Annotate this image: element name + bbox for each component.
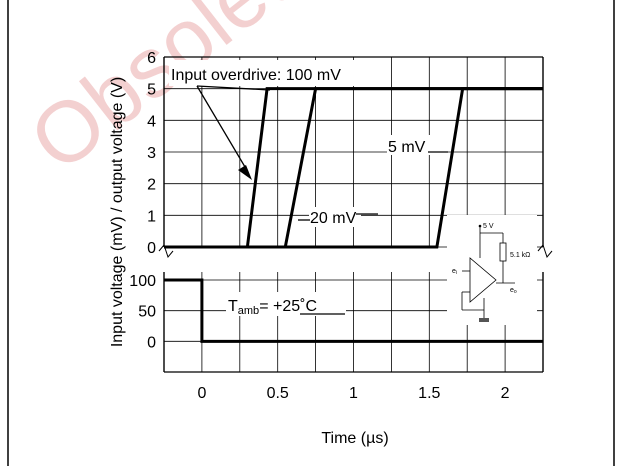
inset-bg [447,215,537,325]
x-axis-label: Time (µs) [321,430,388,447]
x-tick-label: 0 [197,385,206,402]
y-axis-label: Input voltage (mV) / output voltage (V) [109,77,126,347]
inset-opamp [469,257,497,303]
y-tick-output: 6 [147,50,156,67]
overdrive-label: Input overdrive: 100 mV [171,67,341,84]
y-tick-input: 100 [129,273,156,290]
inset-circuit: 5 V 5.1 kΩ eo ei [447,215,537,325]
plot-area: 0 1 2 3 4 5 6 0 50 100 0 0.5 1 1.5 2 [129,50,553,402]
y-tick-output: 1 [147,208,156,225]
inset-output-e: e [510,287,514,294]
axis-break-right [537,243,553,259]
label-20mv: 20 mV [310,210,357,227]
inset-output-sub: o [514,289,517,295]
inset-resistor-label: 5.1 kΩ [510,252,530,259]
y-tick-output: 5 [147,82,156,99]
inset-resistor [499,242,507,262]
overdrive-arrow-head [238,165,252,180]
x-tick-label: 2 [501,385,510,402]
overdrive-arrow-20 [196,85,271,91]
series-line-input [164,278,543,343]
y-tick-output: 2 [147,177,156,194]
tamb-sub: amb [238,305,259,317]
y-tick-output: 0 [147,240,156,257]
overdrive-label-bg [169,60,359,86]
watermark-text: Obsolete [13,0,343,190]
inset-input-sub: i [456,270,457,276]
inset-input-e: e [452,268,456,275]
tamb-main: T [228,298,238,315]
inset-ground [479,318,489,322]
label-5mv: 5 mV [388,139,426,156]
inset-output-label: eo [510,287,517,295]
y-tick-input: 0 [147,334,156,351]
x-tick-label: 1.5 [418,385,440,402]
x-tick-label: 0.5 [267,385,289,402]
overdrive-arrow-100 [196,85,249,173]
x-tick-label: 1 [349,385,358,402]
y-tick-input: 50 [138,304,156,321]
tamb-value: = +25˚C [259,298,317,315]
y-tick-output: 3 [147,145,156,162]
label-5mv-bg [387,135,431,155]
tamb-label: Tamb= +25˚C [228,298,317,317]
y-tick-output: 4 [147,113,156,130]
inset-input-label: ei [452,268,457,276]
axis-break-left [158,243,174,259]
tamb-label-bg [226,292,346,316]
inset-supply-label: 5 V [483,223,494,230]
label-20mv-bg [309,207,361,227]
series-line-5-mv [164,87,543,249]
